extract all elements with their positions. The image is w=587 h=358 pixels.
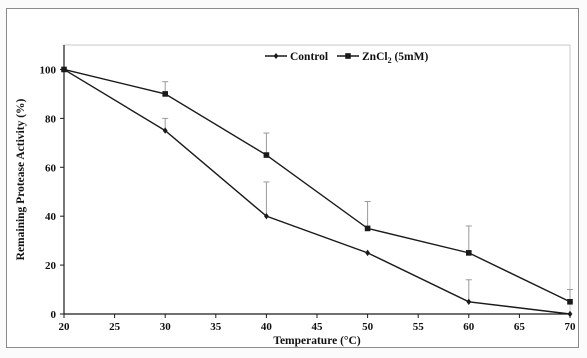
x-tick-label: 55 xyxy=(413,321,425,333)
legend: Control ZnCl2 (5mM) xyxy=(265,51,428,65)
data-markers xyxy=(61,66,573,318)
series-lines xyxy=(63,68,571,315)
x-tick-label: 40 xyxy=(261,321,273,333)
axes xyxy=(60,44,571,318)
x-tick-label: 65 xyxy=(514,321,526,333)
data-point-zncl2 xyxy=(263,152,270,158)
legend-control-label: Control xyxy=(290,51,328,63)
data-point-control xyxy=(365,249,370,257)
data-point-zncl2 xyxy=(567,298,573,305)
legend-zncl2-subscript: 2 xyxy=(388,56,392,65)
x-tick-label: 45 xyxy=(312,321,324,333)
data-point-control xyxy=(264,212,269,220)
x-tick-label: 70 xyxy=(565,321,577,333)
x-tick-label: 60 xyxy=(463,321,475,333)
error-bars xyxy=(162,81,573,302)
legend-zncl2-marker xyxy=(345,53,351,59)
data-point-control xyxy=(162,127,168,134)
data-point-zncl2 xyxy=(61,66,67,73)
plot-area-border xyxy=(63,44,571,315)
x-tick-label: 20 xyxy=(59,321,71,333)
series-line-zncl2 xyxy=(63,68,571,303)
data-point-zncl2 xyxy=(364,225,371,232)
y-tick-label: 20 xyxy=(45,260,57,272)
x-tick-label: 30 xyxy=(160,321,172,333)
x-axis-title: Temperature (°C) xyxy=(273,335,360,347)
data-point-zncl2 xyxy=(466,250,472,256)
series-line-control xyxy=(63,68,571,315)
y-tick-label: 80 xyxy=(45,113,57,125)
data-point-control xyxy=(567,310,573,318)
y-tick-label: 0 xyxy=(51,309,57,321)
data-point-zncl2 xyxy=(162,91,168,97)
x-tick-label: 35 xyxy=(210,321,222,333)
legend-zncl2-base: ZnCl xyxy=(362,51,388,63)
y-tick-label: 40 xyxy=(45,211,57,223)
x-tick-label: 50 xyxy=(362,321,374,333)
legend-control-marker xyxy=(273,53,279,59)
y-tick-label: 100 xyxy=(40,64,57,76)
y-axis-title: Remaining Protease Activity (%) xyxy=(15,98,27,260)
data-point-control xyxy=(466,298,472,305)
legend-zncl2-suffix: (5mM) xyxy=(392,51,429,63)
legend-zncl2-label: ZnCl2 (5mM) xyxy=(362,51,428,65)
chart-frame: 20 25 30 35 40 45 50 55 60 65 70 0 20 40 60 80 100 Tempe… xyxy=(6,8,579,348)
x-tick-label: 25 xyxy=(109,321,121,333)
y-tick-label: 60 xyxy=(45,162,57,174)
